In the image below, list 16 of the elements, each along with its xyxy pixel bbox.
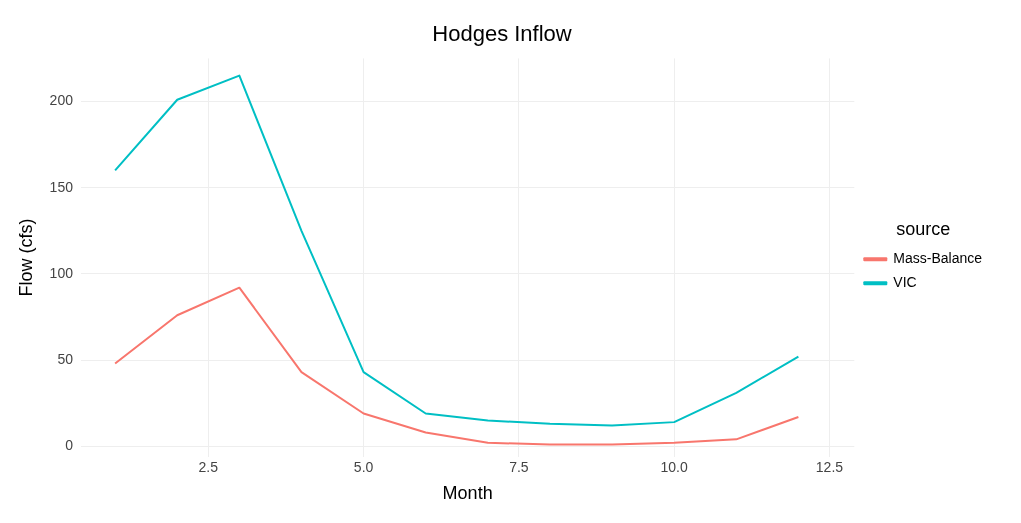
y-tick-label: 200	[49, 92, 74, 109]
x-axis-title: Month	[442, 483, 493, 504]
y-tick-label: 100	[49, 264, 74, 281]
x-tick-label: 2.5	[198, 458, 219, 475]
y-tick-label: 0	[65, 437, 74, 454]
legend-label: Mass-Balance	[893, 250, 983, 267]
legend-title: source	[896, 218, 951, 239]
x-tick-label: 10.0	[660, 458, 688, 475]
x-tick-label: 5.0	[353, 458, 374, 475]
x-tick-label: 12.5	[815, 458, 844, 475]
y-tick-label: 50	[57, 350, 74, 367]
y-tick-label: 150	[49, 178, 74, 195]
x-tick-label: 7.5	[509, 458, 529, 475]
chart-title: Hodges Inflow	[432, 21, 572, 47]
legend-label: VIC	[893, 274, 917, 291]
y-axis-title: Flow (cfs)	[15, 218, 36, 297]
